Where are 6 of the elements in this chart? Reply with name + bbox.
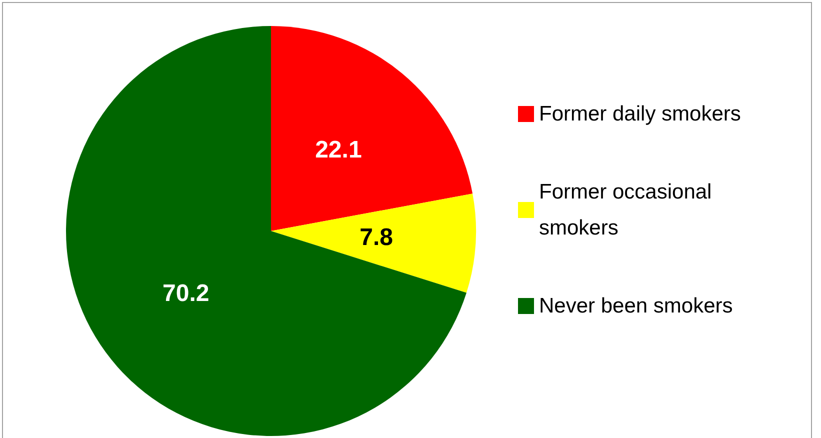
data-label: 7.8 [360, 224, 393, 251]
data-label: 22.1 [315, 136, 362, 164]
legend-label: Former daily smokers [539, 102, 741, 126]
data-label: 70.2 [162, 280, 210, 307]
legend-label: Former occasional smokers [539, 180, 718, 240]
legend-label: Never been smokers [539, 294, 733, 318]
